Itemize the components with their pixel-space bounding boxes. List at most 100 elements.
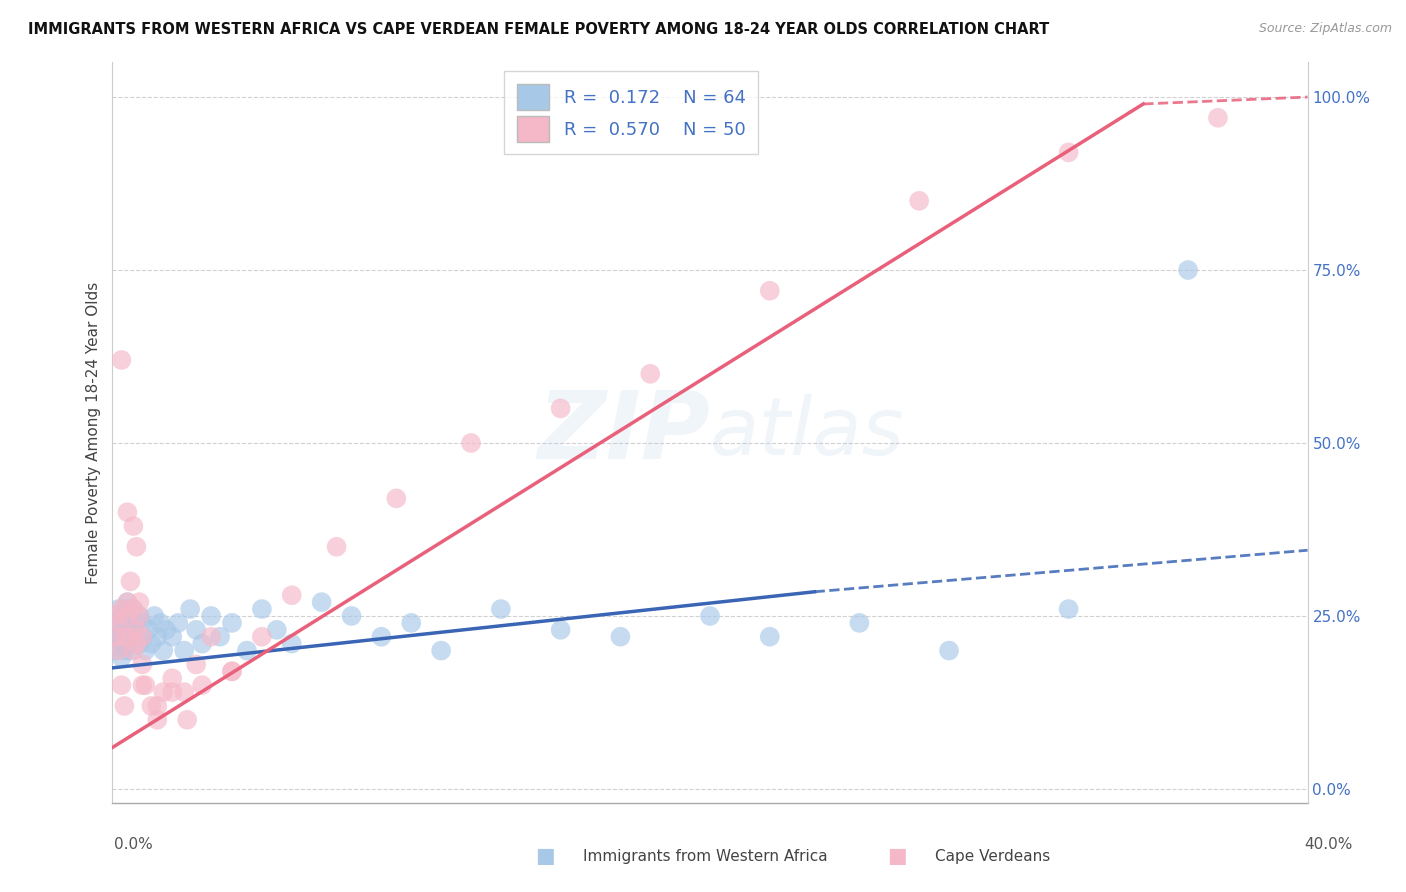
Point [173,685,195,699]
Point [759,630,782,644]
Point [221,665,243,679]
Point [125,615,148,630]
Point [122,602,145,616]
Point [131,678,153,692]
Point [110,602,132,616]
Point [107,643,129,657]
Point [146,698,169,713]
Point [141,637,163,651]
Text: Immigrants from Western Africa: Immigrants from Western Africa [583,849,828,863]
Point [114,630,135,644]
Point [104,609,127,624]
Point [385,491,408,506]
Point [114,630,135,644]
Point [122,623,145,637]
Point [110,609,132,624]
Point [430,643,453,657]
Point [759,284,782,298]
Point [143,609,166,624]
Point [191,678,214,692]
Point [120,630,142,644]
Point [114,643,135,657]
Point [908,194,931,208]
Point [134,678,156,692]
Point [104,609,127,624]
Point [186,657,208,672]
Point [200,630,222,644]
Text: IMMIGRANTS FROM WESTERN AFRICA VS CAPE VERDEAN FEMALE POVERTY AMONG 18-24 YEAR O: IMMIGRANTS FROM WESTERN AFRICA VS CAPE V… [28,22,1049,37]
Point [117,609,139,624]
Point [162,685,183,699]
Point [128,609,150,624]
Point [460,436,482,450]
Point [221,665,243,679]
Point [191,637,214,651]
Point [146,630,169,644]
Point [110,637,132,651]
Point [114,698,135,713]
Point [155,623,177,637]
Point [209,630,232,644]
Point [122,643,145,657]
Point [1206,111,1229,125]
Point [152,685,174,699]
Point [699,609,721,624]
Y-axis label: Female Poverty Among 18-24 Year Olds: Female Poverty Among 18-24 Year Olds [86,282,101,583]
Point [104,643,127,657]
Point [117,609,139,624]
Point [152,643,174,657]
Point [117,505,139,519]
Point [131,630,153,644]
Point [340,609,363,624]
Point [125,540,148,554]
Point [107,630,129,644]
Point [114,615,135,630]
Point [104,630,127,644]
Point [131,630,153,644]
Point [128,595,150,609]
Point [250,602,273,616]
Point [221,615,243,630]
Point [325,540,347,554]
Text: ZIP: ZIP [537,386,710,479]
Point [125,637,148,651]
Point [162,671,183,685]
Point [125,623,148,637]
Point [266,623,288,637]
Point [609,630,631,644]
Text: Cape Verdeans: Cape Verdeans [935,849,1050,863]
Point [120,574,142,589]
Point [281,637,304,651]
Text: 40.0%: 40.0% [1305,837,1353,852]
Text: atlas: atlas [710,393,905,472]
Point [179,602,201,616]
Point [107,615,129,630]
Point [131,657,153,672]
Point [281,588,304,602]
Point [550,623,572,637]
Point [173,643,195,657]
Point [110,623,132,637]
Point [401,615,423,630]
Point [117,595,139,609]
Point [110,353,132,368]
Point [186,623,208,637]
Point [117,637,139,651]
Point [134,643,156,657]
Point [176,713,198,727]
Point [131,615,153,630]
Text: 0.0%: 0.0% [114,837,153,852]
Point [1177,263,1199,277]
Point [122,519,145,533]
Point [162,630,183,644]
Point [250,630,273,644]
Text: ■: ■ [887,847,907,866]
Point [114,602,135,616]
Point [125,630,148,644]
Point [117,595,139,609]
Point [149,615,172,630]
Point [107,615,129,630]
Point [938,643,960,657]
Point [370,630,392,644]
Point [110,650,132,665]
